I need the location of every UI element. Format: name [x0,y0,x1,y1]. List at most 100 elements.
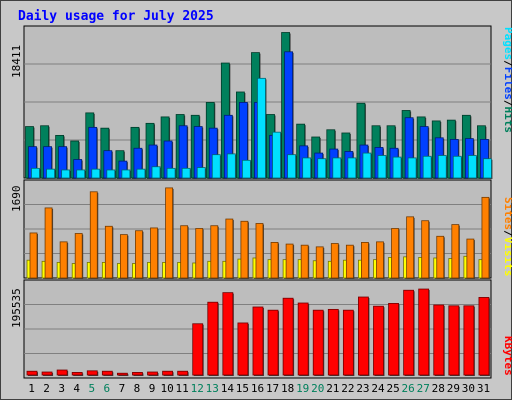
pages-bar [242,159,251,179]
kbytes-bar [101,370,113,376]
kbytes-bar [116,372,128,376]
day-label: 17 [266,382,279,395]
pages-bar [211,154,221,179]
kbytes-bar [282,297,294,376]
sites-bar [119,234,128,279]
sites-bar [195,228,204,279]
sites-bar [165,187,173,279]
kbytes-bar [252,306,264,376]
sites-bar [391,228,399,279]
sites-bar [150,227,158,279]
legend-slash-2: / [502,100,512,107]
day-label: 3 [58,382,65,395]
sites-bar [481,196,490,279]
legend-visits: Visits [502,237,512,277]
kbytes-bar [222,292,234,376]
day-label: 8 [134,382,141,395]
kbytes-bar [342,309,354,376]
hits-axis-max-label: 18411 [10,45,23,78]
sites-bar [345,244,354,279]
kbytes-bar [418,288,430,376]
day-label: 18 [281,382,294,395]
kbytes-bar [463,305,475,376]
day-label: 25 [386,382,399,395]
sites-bar [210,225,219,279]
pages-bar [347,157,357,179]
day-label: 23 [356,382,369,395]
pages-bar [392,156,402,179]
sites-bar [466,238,475,279]
day-label: 11 [176,382,189,395]
day-label: 27 [417,382,430,395]
day-label: 4 [73,382,80,395]
day-label: 29 [447,382,460,395]
kbytes-bar [71,372,83,376]
day-label: 20 [311,382,324,395]
sites-bar [240,220,249,279]
pages-bar [467,155,477,179]
sites-visits-panel: 1690 [10,179,492,279]
day-label: 12 [191,382,204,395]
day-label: 13 [206,382,219,395]
pages-bar [452,155,462,179]
day-label: 26 [402,382,415,395]
pages-bar [287,154,296,179]
sites-visits-legend: Sites/Visits [502,197,512,277]
pages-bar [302,157,312,179]
kbytes-bar [147,371,158,376]
kbytes-bar [237,322,249,376]
pages-bar [272,131,281,179]
pages-bar [106,169,116,179]
legend-sites: Sites [502,197,512,230]
day-label: 7 [119,382,126,395]
day-label: 24 [371,382,385,395]
day-label: 1 [28,382,35,395]
hits-files-pages-legend: Pages/Files/Hits [502,27,512,133]
sites-bar [376,241,384,279]
kbytes-panel: 195535 [10,279,492,379]
pages-bar [181,167,191,179]
sites-bar [361,242,369,279]
kbytes-bar [41,371,53,376]
sites-bar [451,224,460,279]
day-label: 10 [160,382,173,395]
pages-bar [46,168,55,179]
sites-bar [104,225,113,279]
pages-bar [136,168,146,179]
kbytes-bar [56,369,68,376]
pages-bar [362,152,372,179]
kbytes-bar [267,309,279,376]
kbytes-bar [132,372,143,376]
pages-bar [437,155,447,179]
pages-bar [196,167,206,179]
day-label: 21 [326,382,339,395]
sites-bar [300,244,309,279]
legend-slash-3: / [502,230,512,237]
kbytes-bar [312,309,324,376]
pages-bar [91,168,101,179]
sites-bar [89,191,98,279]
sites-bar [29,232,38,279]
day-label: 5 [88,382,95,395]
pages-bar [422,155,432,179]
day-label: 9 [149,382,156,395]
kbytes-bar [162,370,173,376]
pages-bar [226,153,236,179]
day-label: 15 [236,382,249,395]
pages-bar [151,166,161,179]
sites-bar [255,223,264,279]
day-label: 14 [221,382,235,395]
sites-bar [135,230,143,279]
kbytes-bar [358,296,369,376]
chart-title: Daily usage for July 2025 [18,9,214,24]
kbytes-bar [433,304,445,376]
pages-bar [31,167,40,179]
kbytes-bar [207,301,219,376]
day-label: 31 [477,382,490,395]
legend-pages: Pages [502,27,512,60]
sites-bar [406,216,415,279]
pages-bar [483,158,492,179]
sites-bar [285,243,294,279]
kbytes-bar [373,305,384,376]
